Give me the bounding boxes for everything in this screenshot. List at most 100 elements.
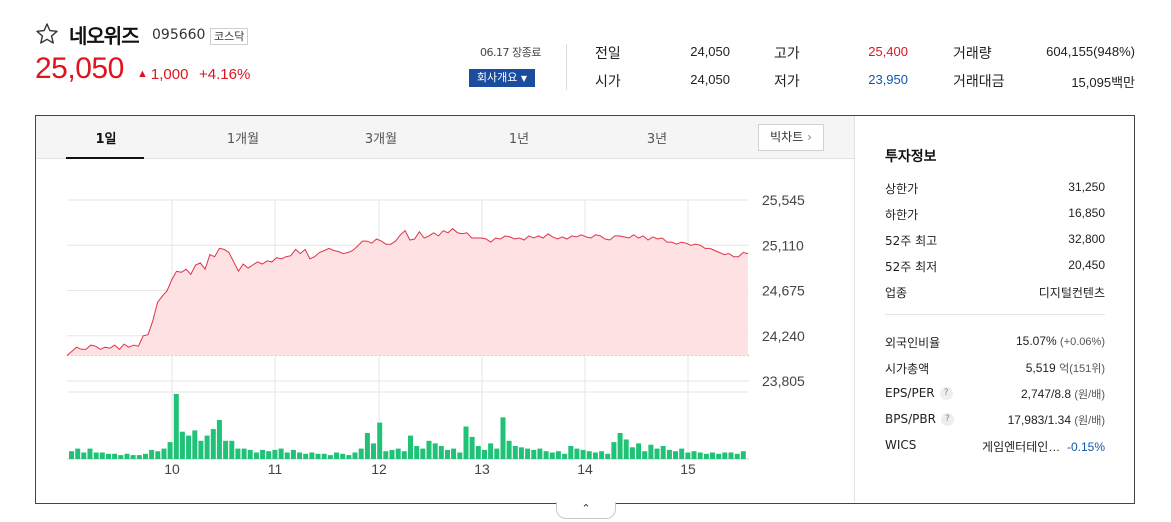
volume-bar (592, 452, 598, 459)
wics-change: -0.15% (1066, 440, 1105, 454)
volume-bar (697, 452, 703, 459)
volume-bar (75, 448, 81, 459)
volume-bar (599, 451, 605, 459)
volume-bar (531, 449, 537, 459)
volume-bar (149, 449, 155, 459)
bps-pbr-value: 17,983/1.34 (1007, 413, 1072, 427)
y-tick-label: 25,545 (762, 192, 805, 208)
volume-bar (586, 451, 592, 459)
volume-bar (654, 448, 660, 459)
current-price: 25,050 (35, 52, 124, 85)
help-icon[interactable]: ? (940, 413, 954, 426)
volume-bar (247, 449, 253, 459)
y-tick-label: 23,805 (762, 373, 805, 389)
y-tick-label: 24,675 (762, 283, 805, 299)
volume-bar (235, 448, 241, 459)
volume-bar (327, 455, 333, 459)
volume-bar (315, 453, 321, 459)
intraday-chart: 25,545 25,110 24,675 24,240 23,805 10 11 12 13 14… (66, 192, 805, 477)
x-tick-label: 12 (371, 461, 387, 477)
period-tab-bar (36, 116, 854, 159)
volume-bar (260, 449, 266, 459)
volume-bar (284, 452, 290, 459)
volume-bar (488, 443, 494, 459)
volume-bar (377, 422, 383, 459)
volume-bar (223, 440, 229, 459)
x-tick-label: 15 (680, 461, 696, 477)
x-tick-label: 10 (164, 461, 180, 477)
big-chart-label: 빅차트 (770, 130, 804, 144)
market-badge: 코스닥 (210, 28, 249, 45)
volume-bar (426, 440, 432, 459)
bps-pbr-label: BPS/PBR (885, 412, 936, 426)
active-tab-indicator (66, 157, 144, 159)
help-icon[interactable]: ? (939, 387, 953, 400)
foreign-ratio-label: 외국인비율 (885, 336, 941, 350)
high-label: 고가 (774, 46, 800, 62)
volume-bar (395, 448, 401, 459)
big-chart-button[interactable]: 빅차트 › (758, 124, 824, 151)
company-overview-button[interactable]: 회사개요 ▼ (469, 69, 535, 87)
price-change-value: 1,000 (150, 66, 189, 83)
side-divider (885, 314, 1105, 315)
volume-bar (710, 452, 715, 459)
lower-limit-value: 16,850 (1068, 206, 1105, 220)
sector-value[interactable]: 디지털컨텐츠 (1038, 286, 1105, 300)
caret-down-icon: ▼ (520, 74, 528, 83)
tab-1day[interactable]: 1일 (95, 132, 117, 147)
volume-bar (438, 446, 444, 459)
eps-per-label: EPS/PER (885, 386, 935, 400)
volume-bar (303, 453, 309, 459)
volume-bar (432, 443, 438, 459)
eps-per-row-label: EPS/PER? (885, 386, 953, 400)
volume-bar (475, 446, 481, 459)
volume-bar (716, 453, 722, 459)
wics-value[interactable]: 게임엔터테인… (982, 440, 1061, 454)
volume-bar (297, 452, 303, 459)
star-icon[interactable] (35, 22, 59, 46)
tab-1year[interactable]: 1년 (508, 132, 530, 147)
volume-bar (112, 453, 118, 459)
volume-bar (549, 452, 555, 459)
volume-bar (106, 453, 111, 459)
volume-bar (691, 451, 697, 459)
volume-bar (636, 443, 642, 459)
volume-bar (143, 453, 148, 459)
y-tick-label: 24,240 (762, 328, 805, 344)
volume-bar (512, 446, 518, 459)
high-value: 25,400 (868, 44, 908, 59)
eps-per-value: 2,747/8.8 (1020, 387, 1072, 401)
up-triangle-icon: ▲ (137, 68, 148, 80)
company-overview-label: 회사개요 (476, 71, 518, 84)
volume-bar (198, 440, 204, 459)
volume-bar (69, 451, 74, 459)
volume-bar (568, 446, 574, 459)
volume-bar (629, 447, 635, 459)
volume-bar (364, 433, 370, 459)
volume-bar (685, 452, 691, 459)
volume-bar (728, 452, 734, 459)
volume-bar (167, 442, 173, 459)
volume-bar (605, 453, 611, 459)
tab-3month[interactable]: 3개월 (364, 132, 398, 147)
side-panel-divider (854, 116, 855, 502)
collapse-button[interactable]: ⌃ (556, 502, 616, 519)
tab-1month[interactable]: 1개월 (226, 132, 260, 147)
volume-bar (87, 448, 93, 459)
wics-label: WICS (885, 438, 917, 452)
volume-bar (740, 451, 746, 459)
tab-3year[interactable]: 3년 (646, 132, 668, 147)
prev-close-label: 전일 (595, 46, 621, 62)
volume-bar (136, 455, 142, 459)
volume-bar (321, 453, 327, 459)
volume-bar (93, 452, 99, 459)
volume-label: 거래량 (953, 46, 992, 62)
high52-value: 32,800 (1068, 232, 1105, 246)
header-divider (566, 44, 567, 90)
volume-bar (537, 448, 543, 459)
volume-bar (642, 451, 648, 459)
market-cap-value: 5,519 (1025, 361, 1056, 375)
volume-bar (124, 453, 130, 459)
eps-per-unit: (원/배) (1074, 389, 1105, 401)
stock-code: 095660 (152, 27, 206, 43)
